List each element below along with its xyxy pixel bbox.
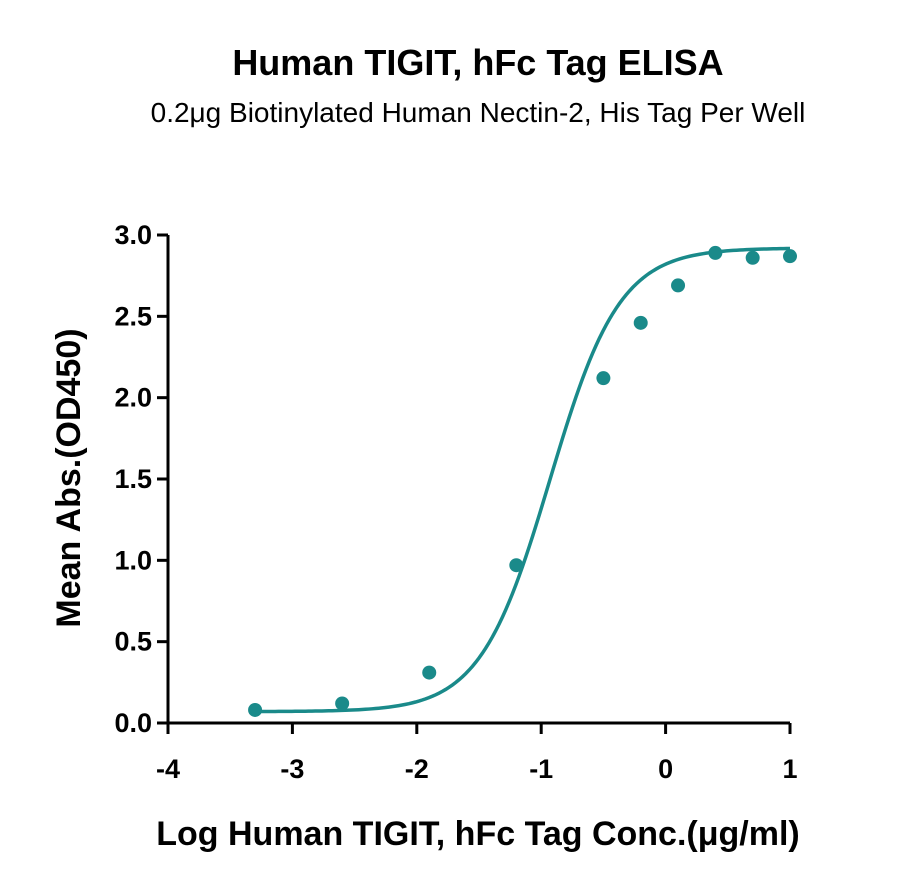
chart-subtitle: 0.2μg Biotinylated Human Nectin-2, His T… <box>151 97 806 128</box>
data-point <box>509 558 524 573</box>
data-point <box>671 278 686 293</box>
y-tick-label: 3.0 <box>114 220 152 250</box>
y-tick-label: 1.0 <box>114 545 152 575</box>
x-axis-label: Log Human TIGIT, hFc Tag Conc.(μg/ml) <box>156 815 799 853</box>
data-point <box>745 250 760 265</box>
x-tick-label: -4 <box>156 754 180 784</box>
y-tick-label: 0.5 <box>114 627 152 657</box>
fit-curve-layer <box>255 246 791 714</box>
data-point <box>335 696 350 711</box>
data-points <box>248 245 797 717</box>
x-tick-label: 0 <box>658 754 673 784</box>
x-tick-label: -2 <box>405 754 429 784</box>
x-tick-label: -3 <box>280 754 304 784</box>
y-tick-label: 2.5 <box>114 301 152 331</box>
data-point <box>422 665 437 680</box>
y-tick-label: 1.5 <box>114 464 152 494</box>
chart-title: Human TIGIT, hFc Tag ELISA <box>232 42 723 83</box>
y-axis: 0.0 0.5 1.0 1.5 2.0 2.5 3.0 <box>114 220 170 738</box>
plot-area: -4 -3 -2 -1 0 1 0.0 0.5 1.0 1.5 2.0 2.5 3.0 <box>114 220 797 784</box>
y-tick-label: 2.0 <box>114 383 152 413</box>
data-point <box>708 245 723 260</box>
x-tick-label: -1 <box>529 754 553 784</box>
data-point <box>783 249 797 264</box>
data-point <box>596 371 611 386</box>
data-point <box>633 315 648 330</box>
x-axis: -4 -3 -2 -1 0 1 <box>156 721 798 784</box>
y-tick-label: 0.0 <box>114 708 152 738</box>
fit-curve <box>255 246 791 714</box>
data-point <box>248 702 263 717</box>
y-axis-label: Mean Abs.(OD450) <box>50 328 88 627</box>
x-tick-label: 1 <box>782 754 797 784</box>
